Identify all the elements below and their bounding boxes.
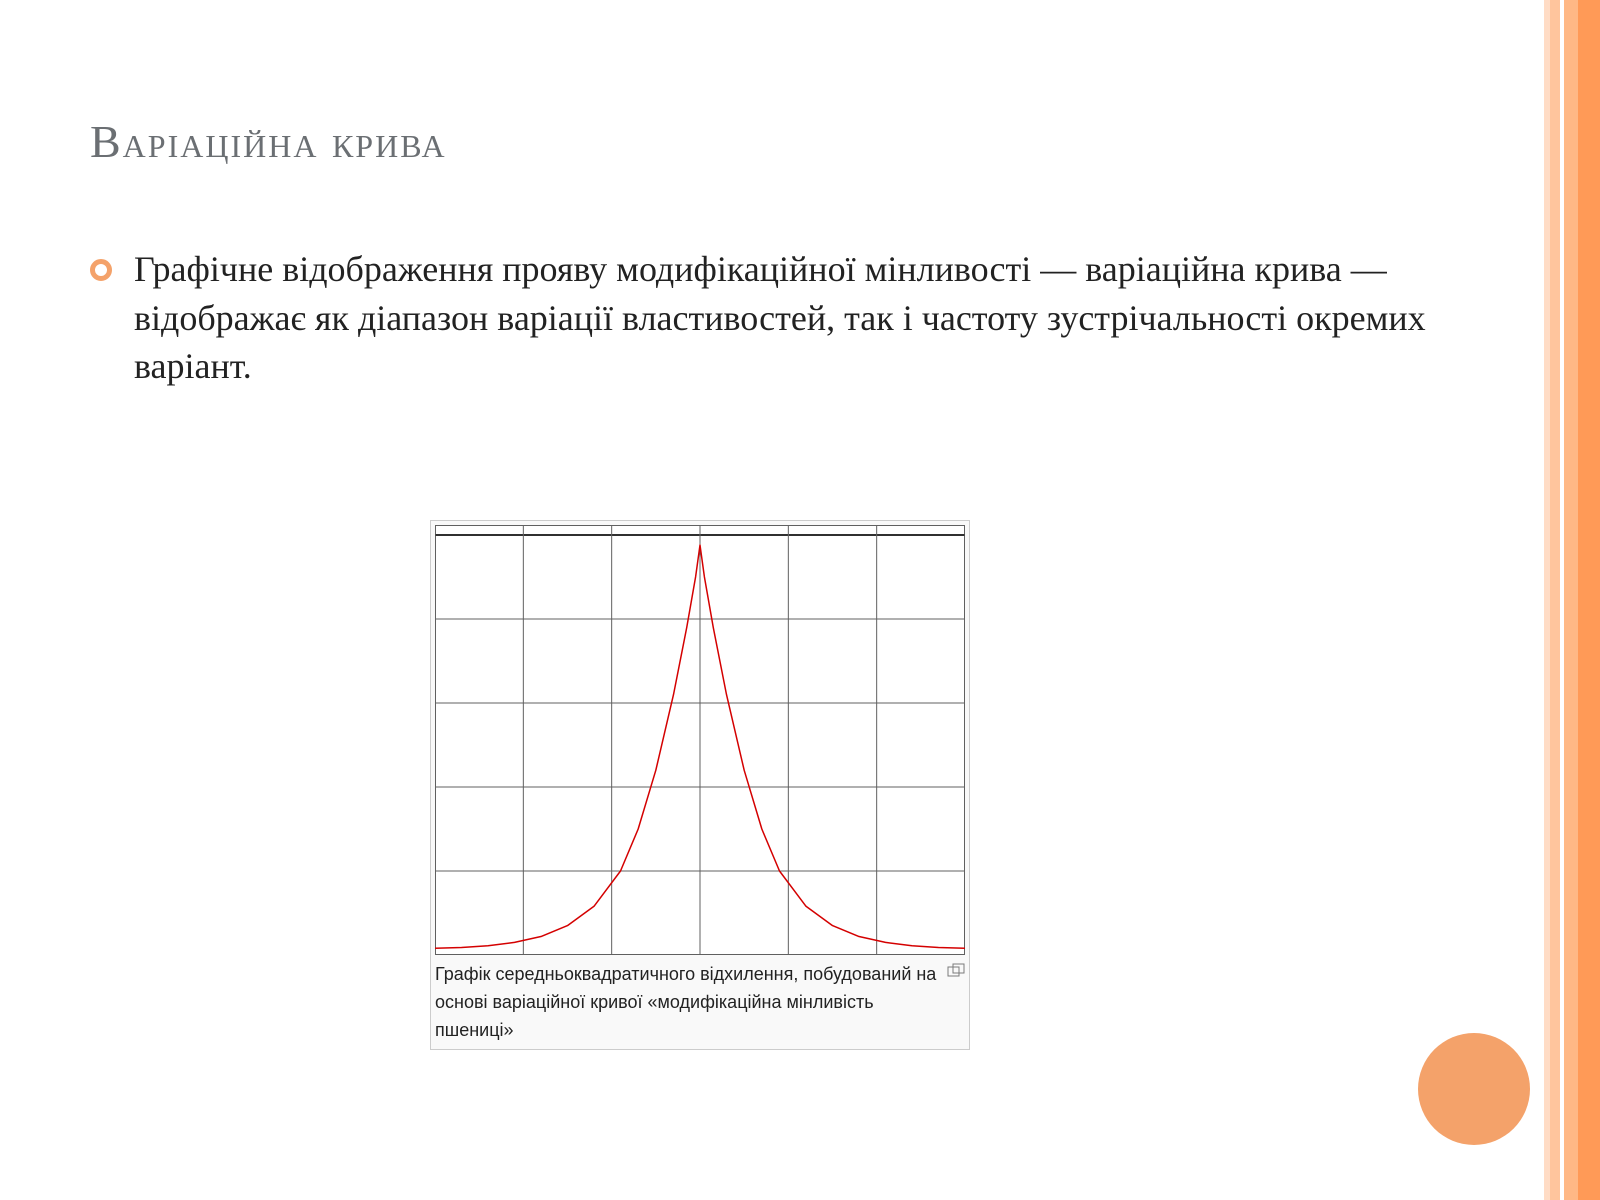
side-stripes (1544, 0, 1600, 1200)
stripe (1578, 0, 1600, 1200)
stripe (1564, 0, 1578, 1200)
caption-row: Графік середньоквадратичного відхилення,… (435, 961, 965, 1045)
stripe (1550, 0, 1560, 1200)
slide: Варіаційна крива Графічне відображення п… (0, 0, 1600, 1200)
figure-caption: Графік середньоквадратичного відхилення,… (435, 961, 947, 1045)
variation-curve-chart (435, 525, 965, 955)
figure-frame: Графік середньоквадратичного відхилення,… (430, 520, 970, 1050)
bullet-row: Графічне відображення прояву модифікацій… (90, 245, 1480, 391)
enlarge-icon[interactable] (947, 963, 965, 977)
figure: Графік середньоквадратичного відхилення,… (430, 520, 970, 1050)
slide-title: Варіаційна крива (90, 115, 447, 168)
bullet-marker (90, 259, 112, 281)
body-text: Графічне відображення прояву модифікацій… (134, 245, 1480, 391)
decorative-circle (1418, 1033, 1530, 1145)
